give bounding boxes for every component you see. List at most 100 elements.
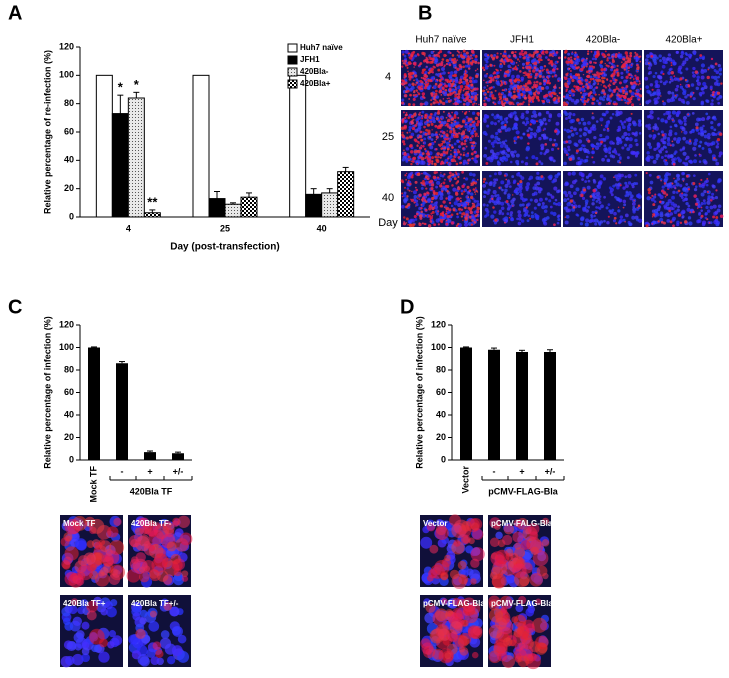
stain: [457, 187, 461, 191]
stain: [420, 144, 423, 147]
nucleus: [657, 205, 662, 209]
y-axis-label: Relative percentage of infection (%): [414, 316, 424, 469]
stain: [673, 177, 675, 180]
stain: [400, 179, 404, 183]
stain: [445, 54, 447, 57]
nucleus: [567, 139, 572, 144]
nucleus: [628, 143, 633, 149]
stain: [588, 72, 591, 75]
stain: [519, 85, 523, 88]
stain: [626, 101, 630, 105]
stain: [600, 60, 604, 63]
y-tick-label: 40: [64, 409, 74, 419]
nucleus: [549, 205, 553, 209]
stain: [465, 96, 469, 100]
stain: [475, 55, 478, 57]
bar: [127, 97, 145, 218]
nucleus: [450, 135, 454, 139]
stain: [460, 208, 464, 211]
stain: [573, 57, 577, 61]
stain: [442, 98, 445, 100]
column-label: JFH1: [510, 35, 534, 46]
stain: [565, 153, 568, 156]
stain: [456, 212, 459, 216]
nucleus: [501, 188, 504, 192]
nucleus: [538, 119, 543, 124]
stain: [536, 565, 548, 577]
stain: [679, 77, 683, 81]
stain: [451, 59, 455, 62]
nucleus: [473, 199, 477, 203]
stain: [639, 88, 642, 91]
stain: [407, 52, 410, 55]
nucleus: [492, 190, 497, 195]
nucleus: [611, 112, 615, 116]
stain: [543, 79, 547, 83]
nucleus: [694, 138, 699, 143]
nucleus: [603, 144, 607, 148]
nucleus: [484, 74, 488, 78]
stain: [629, 81, 633, 84]
nucleus: [585, 209, 589, 213]
stain: [629, 54, 633, 58]
stain: [433, 54, 437, 57]
stain: [522, 66, 525, 70]
nucleus: [691, 112, 695, 115]
stain: [428, 163, 430, 166]
stain: [547, 71, 550, 74]
nucleus: [622, 186, 626, 190]
stain: [490, 54, 493, 58]
stain: [420, 210, 423, 213]
stain: [603, 92, 607, 96]
nucleus: [656, 142, 661, 147]
stain: [590, 70, 593, 73]
stain: [657, 220, 660, 223]
nucleus: [557, 172, 561, 176]
stain: [477, 135, 479, 138]
nucleus: [454, 152, 459, 157]
stain: [587, 139, 591, 143]
stain: [510, 82, 513, 85]
stain: [512, 103, 515, 106]
stain: [438, 124, 442, 128]
nucleus: [544, 122, 548, 126]
stain: [670, 64, 673, 67]
stain: [442, 131, 446, 135]
stain: [414, 124, 418, 127]
nucleus: [625, 79, 628, 82]
y-axis-label: Relative percentage of re-infection (%): [42, 50, 52, 214]
stain: [433, 171, 437, 175]
nucleus: [706, 117, 710, 121]
stain: [521, 87, 525, 91]
stain: [459, 153, 463, 156]
nucleus: [610, 68, 614, 72]
stain: [570, 59, 573, 62]
stain: [467, 86, 470, 89]
stain: [634, 92, 637, 95]
stain: [446, 214, 450, 218]
stain: [554, 74, 557, 77]
nucleus: [692, 97, 696, 101]
stain: [406, 131, 409, 134]
nucleus: [566, 95, 570, 99]
nucleus: [553, 142, 559, 147]
stain: [439, 184, 443, 188]
nucleus: [667, 114, 672, 118]
stain: [489, 537, 500, 548]
stain: [429, 136, 432, 139]
stain: [585, 57, 588, 60]
nucleus: [669, 75, 673, 80]
stain: [501, 103, 506, 107]
nucleus: [682, 193, 686, 197]
nucleus: [464, 124, 469, 129]
nucleus: [532, 120, 536, 125]
stain: [468, 189, 472, 193]
stain: [710, 89, 713, 91]
nucleus: [482, 203, 486, 207]
stain: [570, 76, 573, 79]
stain: [572, 206, 576, 209]
stain: [453, 114, 457, 117]
stain: [451, 54, 455, 57]
stain: [524, 94, 527, 97]
nucleus: [532, 186, 537, 190]
